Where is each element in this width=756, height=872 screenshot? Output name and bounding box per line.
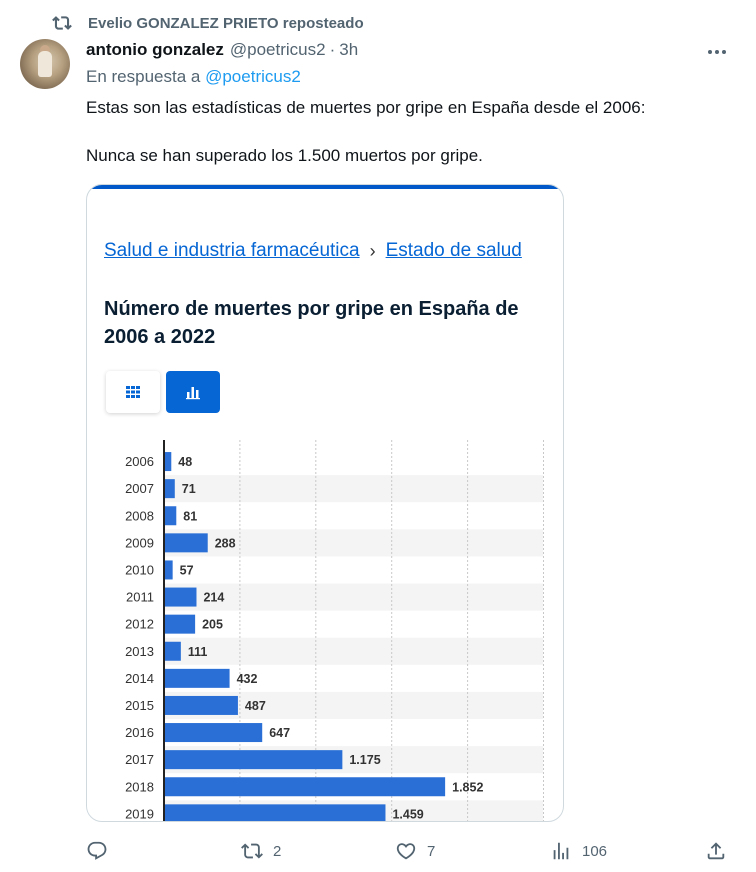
tweet-media-image[interactable]: Salud e industria farmacéutica › Estado …	[86, 184, 564, 822]
row-stripe	[164, 475, 543, 503]
bar[interactable]	[164, 533, 208, 553]
views-icon	[553, 842, 569, 860]
media-top-bar	[87, 185, 563, 189]
reply-prefix: En respuesta a	[86, 67, 201, 86]
breadcrumb-link-health-industry[interactable]: Salud e industria farmacéutica	[104, 240, 360, 261]
data-label: 214	[203, 591, 224, 605]
bar[interactable]	[164, 479, 175, 499]
data-label: 647	[269, 726, 290, 740]
data-label: 111	[188, 645, 208, 659]
bar-chart: 2006 48 2007 71 2008 81 2009 288 2010 57 2011 214 20…	[87, 440, 563, 822]
bar[interactable]	[164, 777, 446, 797]
category-label: 2014	[125, 671, 154, 686]
data-label: 205	[202, 618, 223, 632]
breadcrumb: Salud e industria farmacéutica › Estado …	[104, 240, 522, 262]
bar[interactable]	[164, 587, 197, 607]
category-label: 2008	[125, 508, 154, 523]
category-label: 2019	[125, 806, 154, 821]
views-count: 106	[582, 842, 608, 860]
like-button[interactable]: 7	[395, 840, 435, 862]
author-name[interactable]: antonio gonzalez	[86, 40, 224, 59]
chart-view-button[interactable]	[166, 371, 220, 413]
repost-count: 2	[273, 842, 282, 860]
data-label: 71	[182, 482, 196, 496]
bar[interactable]	[164, 723, 263, 743]
bar[interactable]	[164, 560, 173, 580]
bar[interactable]	[164, 614, 196, 634]
data-label: 1.852	[452, 780, 483, 794]
table-icon	[126, 386, 140, 398]
author-handle[interactable]: @poetricus2	[229, 40, 326, 59]
category-label: 2017	[125, 752, 154, 767]
bar[interactable]	[164, 695, 238, 715]
bar[interactable]	[164, 668, 230, 688]
category-label: 2015	[125, 698, 154, 713]
chart-title: Número de muertes por gripe en España de…	[104, 298, 519, 348]
repost-text: Evelio GONZALEZ PRIETO reposteado	[88, 14, 364, 32]
data-label: 432	[237, 672, 258, 686]
category-label: 2011	[126, 590, 154, 605]
category-label: 2018	[125, 779, 154, 794]
bar[interactable]	[164, 506, 177, 526]
views-button[interactable]: 106	[550, 840, 607, 862]
bar[interactable]	[164, 452, 172, 472]
tweet-time[interactable]: 3h	[339, 40, 359, 59]
category-label: 2013	[125, 644, 154, 659]
data-label: 81	[183, 509, 197, 523]
row-stripe	[164, 637, 543, 665]
table-view-button[interactable]	[106, 371, 160, 413]
avatar[interactable]	[20, 39, 70, 89]
category-label: 2010	[125, 562, 154, 577]
category-label: 2006	[125, 454, 154, 469]
data-label: 1.459	[392, 807, 423, 821]
tweet-line-2: Nunca se han superado los 1.500 muertos …	[86, 146, 483, 165]
like-count: 7	[427, 842, 436, 860]
reply-button[interactable]	[86, 840, 118, 862]
row-stripe	[164, 529, 543, 557]
share-button[interactable]	[705, 840, 727, 862]
chart-svg: 2006 48 2007 71 2008 81 2009 288 2010 57 2011 214 20…	[125, 440, 544, 822]
repost-banner[interactable]: Evelio GONZALEZ PRIETO reposteado	[52, 12, 364, 34]
tweet-header: antonio gonzalez @poetricus2 · 3h	[86, 40, 358, 60]
data-label: 1.175	[349, 753, 380, 767]
separator-dot: ·	[329, 40, 336, 59]
share-icon	[707, 842, 725, 860]
bar[interactable]	[164, 641, 181, 661]
tweet-text: Estas son las estadísticas de muertes po…	[86, 96, 726, 168]
bar[interactable]	[164, 750, 343, 770]
category-label: 2016	[125, 725, 154, 740]
breadcrumb-link-health-status[interactable]: Estado de salud	[385, 240, 522, 261]
reply-context: En respuesta a @poetricus2	[86, 67, 301, 87]
reply-icon	[87, 841, 107, 860]
category-label: 2009	[125, 535, 154, 550]
reply-mention-link[interactable]: @poetricus2	[205, 67, 301, 86]
repost-icon	[52, 16, 72, 30]
row-stripe	[164, 583, 543, 611]
data-label: 288	[215, 536, 236, 550]
repost-button[interactable]: 2	[241, 840, 281, 862]
data-label: 48	[178, 455, 192, 469]
bar[interactable]	[164, 804, 386, 822]
more-icon[interactable]	[705, 42, 729, 62]
bar-chart-icon	[186, 387, 200, 400]
breadcrumb-separator: ›	[369, 240, 376, 261]
tweet-actions: 2 7 106	[0, 836, 756, 868]
repost-icon	[241, 843, 263, 859]
data-label: 57	[180, 563, 194, 577]
category-label: 2012	[125, 617, 154, 632]
like-icon	[396, 843, 416, 860]
data-label: 487	[245, 699, 266, 713]
category-label: 2007	[125, 481, 154, 496]
tweet-line-1: Estas son las estadísticas de muertes po…	[86, 98, 646, 117]
